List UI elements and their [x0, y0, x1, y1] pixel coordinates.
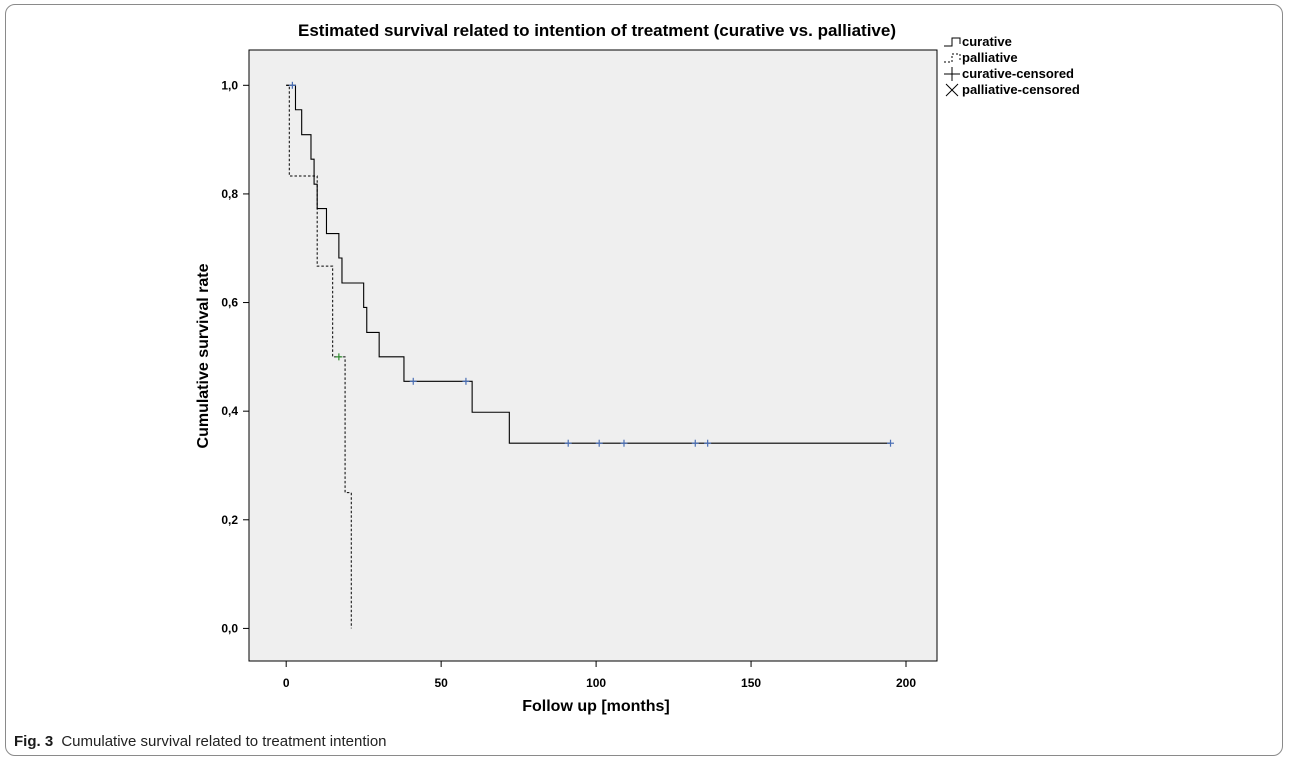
censor-mark-curative — [564, 439, 572, 447]
censor-mark-curative — [620, 439, 628, 447]
censor-mark-curative — [887, 439, 895, 447]
y-tick-label: 0,6 — [221, 296, 238, 310]
censor-mark-curative — [691, 439, 699, 447]
figure-caption: Fig. 3 Cumulative survival related to tr… — [14, 733, 387, 750]
censor-mark-curative — [704, 439, 712, 447]
y-tick-label: 0,8 — [221, 187, 238, 201]
x-tick-label: 200 — [896, 676, 916, 690]
x-axis-title: Follow up [months] — [522, 698, 670, 715]
legend-label: curative — [962, 34, 1012, 49]
legend-label: palliative — [962, 50, 1018, 65]
y-tick-label: 1,0 — [221, 78, 238, 92]
x-tick-label: 100 — [586, 676, 606, 690]
x-tick-label: 50 — [434, 676, 448, 690]
legend-item-curative-censored: curative-censored — [944, 66, 1074, 81]
legend-symbol — [945, 83, 959, 97]
legend-label: curative-censored — [962, 66, 1074, 81]
legend-item-palliative: palliative — [944, 50, 1018, 65]
legend-symbol — [944, 37, 961, 47]
chart-title: Estimated survival related to intention … — [298, 21, 896, 40]
y-axis-title: Cumulative survival rate — [195, 263, 212, 448]
legend-item-curative: curative — [944, 34, 1012, 49]
legend-label: palliative-censored — [962, 82, 1080, 97]
x-tick-label: 150 — [741, 676, 761, 690]
censor-mark-curative — [409, 377, 417, 385]
censor-mark-curative — [462, 377, 470, 385]
y-tick-label: 0,2 — [221, 513, 238, 527]
survival-line-palliative — [286, 84, 352, 629]
y-tick-label: 0,4 — [221, 404, 238, 418]
legend-item-palliative-censored: palliative-censored — [945, 82, 1080, 97]
censor-mark-curative — [595, 439, 603, 447]
plot-area — [248, 49, 938, 662]
figure-label: Fig. 3 — [14, 733, 54, 750]
censor-mark-palliative — [335, 353, 343, 361]
x-tick-label: 0 — [283, 676, 290, 690]
censor-mark-curative — [288, 81, 296, 89]
legend-symbol — [944, 53, 961, 63]
y-tick-label: 0,0 — [221, 621, 238, 635]
figure-caption-text: Cumulative survival related to treatment… — [61, 733, 387, 750]
